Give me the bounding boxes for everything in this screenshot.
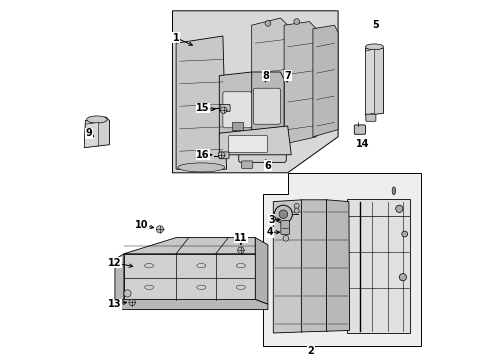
- Circle shape: [264, 21, 270, 26]
- FancyBboxPatch shape: [228, 135, 267, 153]
- Polygon shape: [115, 300, 267, 310]
- FancyBboxPatch shape: [238, 140, 285, 162]
- Polygon shape: [255, 238, 267, 304]
- Text: 15: 15: [196, 103, 209, 113]
- Polygon shape: [84, 122, 99, 148]
- Text: 2: 2: [307, 346, 314, 356]
- Polygon shape: [84, 117, 109, 148]
- Text: 6: 6: [264, 161, 271, 171]
- FancyBboxPatch shape: [280, 221, 289, 234]
- Text: 1: 1: [172, 33, 179, 43]
- FancyBboxPatch shape: [241, 161, 252, 168]
- Circle shape: [220, 107, 226, 113]
- Polygon shape: [284, 22, 316, 144]
- Text: 5: 5: [372, 20, 379, 30]
- Polygon shape: [115, 254, 123, 303]
- Bar: [231, 122, 242, 130]
- Polygon shape: [251, 18, 287, 151]
- Text: 10: 10: [135, 220, 148, 230]
- Polygon shape: [301, 200, 327, 332]
- Polygon shape: [326, 200, 349, 331]
- Text: 16: 16: [196, 150, 209, 160]
- Circle shape: [294, 208, 299, 213]
- Circle shape: [129, 299, 135, 306]
- Circle shape: [274, 205, 292, 223]
- Text: 8: 8: [262, 71, 269, 81]
- Text: 11: 11: [234, 233, 247, 243]
- Circle shape: [123, 290, 131, 297]
- Circle shape: [294, 203, 299, 208]
- Text: 14: 14: [355, 139, 368, 149]
- Text: 9: 9: [85, 128, 92, 138]
- Text: 13: 13: [108, 299, 122, 309]
- Ellipse shape: [86, 116, 107, 123]
- Circle shape: [401, 231, 407, 237]
- Circle shape: [237, 247, 244, 253]
- Text: 7: 7: [284, 71, 290, 81]
- Circle shape: [279, 210, 287, 219]
- Ellipse shape: [178, 163, 224, 172]
- Polygon shape: [219, 72, 255, 137]
- Polygon shape: [172, 11, 337, 173]
- Text: 3: 3: [267, 215, 274, 225]
- Circle shape: [395, 205, 402, 212]
- Polygon shape: [123, 238, 255, 254]
- Polygon shape: [365, 45, 383, 115]
- Polygon shape: [123, 254, 255, 300]
- Polygon shape: [251, 72, 284, 133]
- Polygon shape: [273, 200, 302, 333]
- Polygon shape: [262, 173, 420, 346]
- Polygon shape: [176, 36, 226, 169]
- Circle shape: [399, 274, 406, 281]
- Polygon shape: [219, 126, 291, 155]
- Text: 12: 12: [108, 258, 122, 268]
- Circle shape: [283, 235, 288, 241]
- Circle shape: [293, 19, 299, 24]
- Circle shape: [156, 226, 163, 233]
- Ellipse shape: [365, 44, 383, 50]
- FancyBboxPatch shape: [365, 114, 375, 121]
- FancyBboxPatch shape: [219, 152, 228, 159]
- Polygon shape: [365, 49, 374, 115]
- Circle shape: [218, 152, 224, 158]
- FancyBboxPatch shape: [253, 88, 280, 124]
- FancyBboxPatch shape: [354, 125, 365, 134]
- Text: 4: 4: [266, 227, 272, 237]
- Ellipse shape: [391, 187, 395, 195]
- Polygon shape: [347, 199, 409, 333]
- FancyBboxPatch shape: [220, 104, 230, 112]
- Polygon shape: [312, 25, 337, 137]
- FancyBboxPatch shape: [223, 92, 251, 128]
